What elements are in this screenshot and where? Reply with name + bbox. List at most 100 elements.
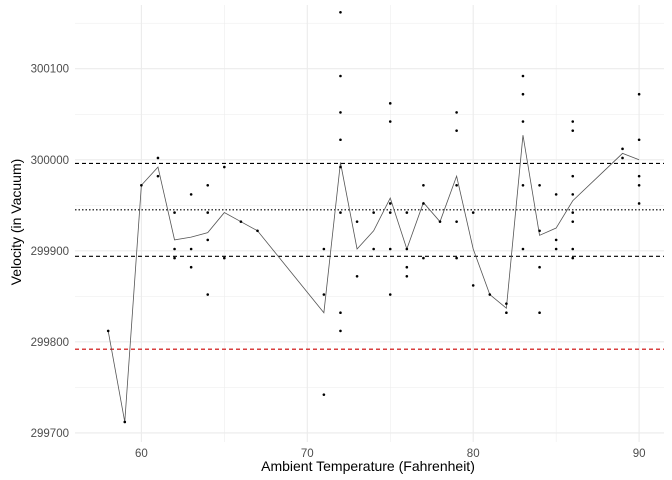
data-point [339,138,342,142]
data-point [206,211,210,214]
data-point [256,229,259,233]
data-point [422,202,425,205]
data-point [538,183,541,187]
data-point [505,302,508,305]
data-point [571,120,575,123]
data-point [571,211,575,214]
data-point [322,293,326,296]
data-point [455,111,458,114]
mean-line-group [107,135,640,423]
data-point [223,256,226,260]
data-point [521,183,525,187]
data-point [322,393,326,396]
minor-grid [75,5,664,442]
data-point [405,265,409,269]
data-point [538,265,541,269]
data-point [372,247,375,251]
x-axis-ticks: 60 70 80 90 [135,448,646,460]
data-point [554,247,558,251]
data-point [405,211,409,214]
data-point [637,202,641,205]
data-point [206,183,210,187]
data-point [571,174,575,178]
reference-lines [75,162,664,350]
data-point [173,256,176,260]
data-point [388,120,392,123]
y-tick-label: 300000 [31,155,69,167]
data-point [438,220,442,223]
y-tick-label: 300100 [31,64,69,76]
data-point [355,275,359,278]
data-point [571,247,575,251]
data-point [538,229,541,233]
data-point [339,111,342,114]
major-grid [75,5,664,442]
data-point [488,293,492,296]
data-point [189,247,193,251]
data-point [339,211,342,214]
data-point [405,275,409,278]
data-point [206,238,210,242]
y-axis-ticks: 299700 299800 299900 300000 300100 [31,64,69,440]
data-point [156,156,160,160]
data-point [123,420,127,424]
data-point [322,247,326,251]
data-point [388,293,392,296]
data-point [455,183,458,187]
x-tick-label: 60 [135,448,148,460]
data-point [339,311,342,315]
data-point [637,183,641,187]
data-point [471,211,475,214]
data-point [538,311,541,315]
data-point [571,129,575,132]
data-point [554,238,558,242]
data-point [637,92,641,96]
data-point [571,256,575,260]
data-point [355,220,359,223]
data-point [521,120,525,123]
series-mean-line [107,135,640,423]
data-point [239,220,243,223]
data-point [521,247,525,251]
data-point [405,247,409,251]
data-point [173,247,176,251]
x-tick-label: 70 [301,448,314,460]
data-point [637,138,641,142]
data-points [106,10,641,424]
data-point [455,220,458,223]
data-point [554,193,558,196]
data-point [388,247,392,251]
data-point [422,183,425,187]
data-point [521,74,525,78]
data-point [521,92,525,96]
data-point [140,183,143,187]
data-point [505,311,508,315]
y-tick-label: 299800 [31,337,69,349]
y-tick-label: 299700 [31,428,69,440]
data-point [388,102,392,105]
x-tick-label: 80 [467,448,480,460]
data-point [571,220,575,223]
data-point [173,211,176,214]
y-axis-title: Velocity (in Vacuum) [8,159,24,286]
data-point [471,284,475,287]
data-point [339,10,342,14]
data-point [455,256,458,260]
data-point [388,211,392,214]
data-point [106,329,110,333]
data-point [637,174,641,178]
x-tick-label: 90 [633,448,646,460]
data-point [422,256,425,260]
data-point [571,193,575,196]
data-point [339,329,342,333]
data-point [156,174,160,178]
data-point [621,156,624,160]
data-point [388,202,392,205]
data-point [339,165,342,169]
x-axis-title: Ambient Temperature (Fahrenheit) [261,458,475,474]
data-point [372,211,375,214]
data-point [621,147,624,151]
data-point [189,265,193,269]
y-tick-label: 299900 [31,246,69,258]
